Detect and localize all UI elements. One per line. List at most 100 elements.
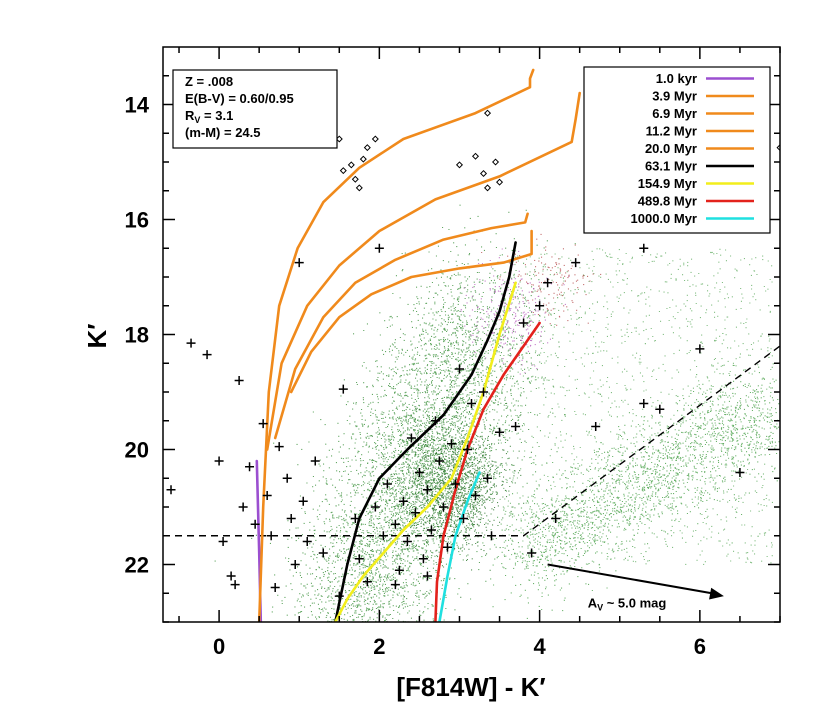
diamond-marker-14 [496, 178, 504, 186]
star-marker-1 [202, 350, 212, 360]
star-marker-48 [462, 445, 472, 454]
diamond-marker-4 [355, 184, 363, 192]
star-marker-24 [354, 554, 364, 564]
star-marker-47 [458, 514, 468, 523]
isochrone-1 [257, 68, 535, 622]
star-marker-64 [655, 404, 665, 414]
isochrone-2 [265, 91, 582, 451]
star-marker-26 [370, 502, 380, 512]
star-marker-8 [250, 519, 260, 529]
star-marker-7 [245, 462, 255, 472]
star-marker-52 [483, 473, 493, 483]
star-marker-65 [639, 243, 649, 253]
star-marker-15 [286, 514, 296, 523]
star-marker-61 [571, 258, 581, 268]
y-tick-label-2: 18 [125, 323, 149, 348]
diamond-marker-10 [480, 169, 488, 178]
info-distance-modulus: (m-M) = 24.5 [185, 125, 261, 140]
star-marker-72 [234, 376, 244, 385]
star-marker-41 [434, 456, 444, 466]
diamond-marker-7 [371, 135, 379, 143]
info-reddening: E(B-V) = 0.60/0.95 [185, 91, 294, 106]
field-star-cloud [460, 248, 570, 375]
star-marker-67 [735, 468, 745, 477]
field-star-cloud [370, 384, 532, 598]
diamond-marker-layer [335, 109, 780, 192]
star-marker-17 [294, 258, 304, 268]
star-marker-45 [450, 479, 460, 489]
star-marker-56 [519, 318, 529, 328]
star-marker-25 [362, 577, 372, 587]
star-marker-60 [551, 514, 561, 523]
diamond-marker-6 [363, 144, 371, 152]
star-marker-35 [410, 508, 420, 518]
y-axis-label: K′ [82, 323, 112, 348]
star-marker-66 [695, 344, 705, 354]
star-marker-54 [495, 427, 505, 437]
legend: 1.0 kyr 3.9 Myr 6.9 Myr 11.2 Myr 20.0 Myr 63.… [583, 66, 771, 234]
star-marker-30 [390, 519, 400, 529]
diamond-marker-8 [455, 161, 463, 169]
star-marker-5 [230, 580, 240, 590]
star-marker-2 [166, 485, 176, 495]
star-marker-10 [262, 491, 272, 500]
star-marker-68 [390, 580, 400, 590]
star-marker-16 [290, 560, 300, 569]
y-tick-label-1: 16 [125, 208, 149, 233]
axis-ticks: 0 2 4 6 14 16 18 20 22 [125, 47, 781, 659]
legend-label-8: 1000.0 Myr [631, 211, 698, 226]
star-marker-55 [511, 422, 521, 431]
star-marker-12 [270, 583, 280, 592]
star-marker-71 [214, 456, 224, 466]
y-tick-label-4: 22 [125, 553, 149, 578]
info-rv-value: = 3.1 [200, 108, 233, 123]
diamond-marker-2 [347, 161, 355, 169]
info-rv: RV = 3.1 [185, 108, 233, 125]
diamond-marker-5 [359, 155, 367, 163]
star-marker-36 [414, 468, 424, 477]
star-marker-43 [442, 542, 452, 552]
isochrone-6 [333, 281, 517, 622]
x-tick-label-2: 4 [533, 634, 546, 659]
star-marker-33 [402, 537, 412, 546]
isochrone-5 [333, 241, 517, 622]
legend-frame [583, 66, 771, 234]
legend-label-3: 11.2 Myr [646, 124, 697, 139]
legend-label-1: 3.9 Myr [652, 89, 697, 104]
legend-label-0: 1.0 kyr [656, 71, 697, 86]
star-marker-0 [186, 338, 196, 348]
info-metallicity: Z = .008 [185, 74, 233, 89]
extinction-label-sub: V [597, 603, 603, 613]
diamond-marker-11 [484, 184, 492, 192]
x-tick-label-0: 0 [213, 634, 225, 659]
star-marker-44 [446, 439, 456, 449]
star-marker-39 [426, 525, 436, 535]
legend-label-5: 63.1 Myr [645, 159, 697, 174]
diamond-marker-13 [484, 109, 492, 117]
info-rv-main: R [185, 108, 195, 123]
star-marker-14 [282, 473, 292, 483]
star-marker-63 [639, 399, 649, 408]
star-marker-22 [338, 384, 348, 394]
star-marker-51 [479, 387, 489, 397]
isochrone-layer [255, 68, 582, 622]
legend-label-6: 154.9 Myr [638, 176, 697, 191]
isochrone-4 [289, 229, 533, 394]
completeness-limit-line [163, 345, 780, 537]
y-tick-label-0: 14 [125, 93, 150, 118]
star-marker-18 [298, 496, 308, 506]
star-marker-layer [166, 243, 745, 601]
star-marker-31 [394, 565, 404, 575]
star-marker-59 [543, 278, 553, 288]
extinction-label-main: A [588, 596, 598, 611]
star-marker-9 [258, 419, 268, 429]
field-star-cloud [214, 204, 625, 622]
legend-label-2: 6.9 Myr [652, 106, 697, 121]
extinction-arrow-shaft [547, 563, 715, 595]
star-marker-50 [471, 491, 481, 500]
isochrone-8 [438, 471, 481, 622]
star-marker-34 [406, 433, 416, 443]
star-marker-38 [422, 485, 432, 495]
star-marker-23 [350, 514, 360, 523]
